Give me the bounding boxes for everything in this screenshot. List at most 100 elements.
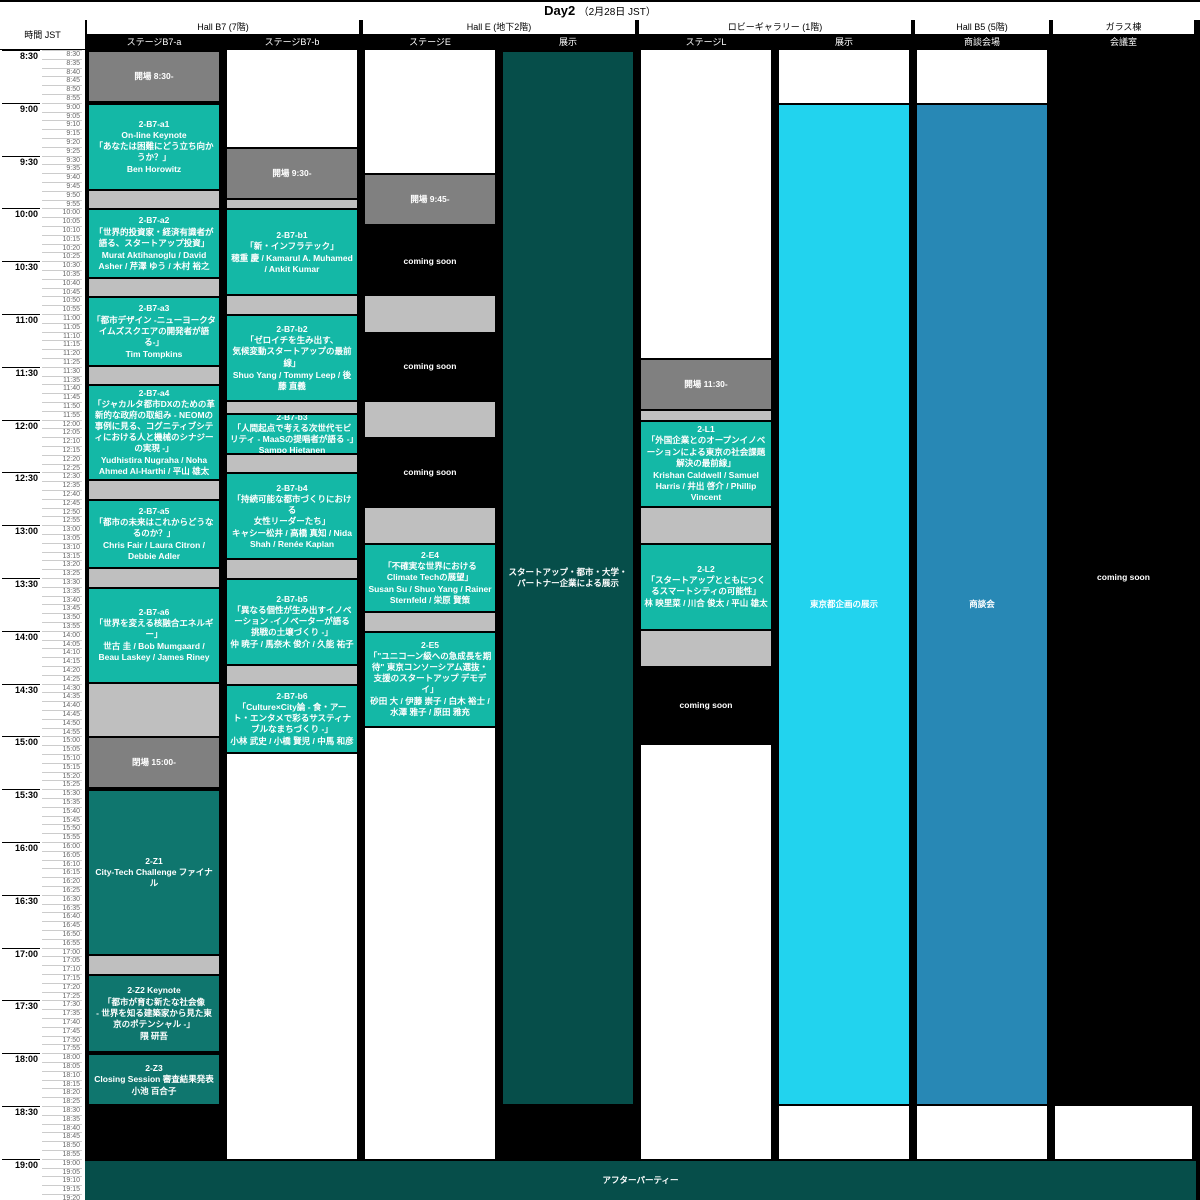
time-minor: 10:00 [42, 208, 82, 217]
time-minor: 9:25 [42, 147, 82, 156]
column-b7b: 開場 9:30- 2-B7-b1「新・インフラテック」穂重 慶 / Kamarul… [227, 50, 357, 1196]
session-block[interactable]: 2-Z3Closing Session 審査結果発表小池 百合子 [89, 1053, 219, 1106]
session-block[interactable]: スタートアップ・都市・大学・パートナー企業による展示 [503, 50, 633, 1106]
gap [641, 508, 771, 543]
session-block[interactable]: 2-B7-b2「ゼロイチを生み出す、気候変動スタートアップの最前線」Shuo Y… [227, 314, 357, 402]
time-minor: 17:30 [42, 1000, 82, 1009]
session-block[interactable]: 2-B7-b1「新・インフラテック」穂重 慶 / Kamarul A. Muha… [227, 208, 357, 296]
session-block[interactable]: 2-B7-a4「ジャカルタ都市DXのための革新的な政府の取組み - NEOMの事… [89, 384, 219, 481]
session-speakers: 世古 圭 / Bob Mumgaard / Beau Laskey / Jame… [92, 641, 216, 663]
session-block[interactable]: 2-B7-b3「人間起点で考える次世代モビリティ - MaaSの提唱者が語る -… [227, 413, 357, 455]
session-block[interactable]: 2-B7-b4「持続可能な都市づくりにおける女性リーダーたち」キャシー松井 / … [227, 472, 357, 560]
session-block[interactable]: 開場 9:45- [365, 173, 495, 226]
time-minor: 14:35 [42, 692, 82, 701]
session-block[interactable]: 2-E5「"ユニコーン級への急成長を期待" 東京コンソーシアム選抜・支援のスター… [365, 631, 495, 728]
session-code: 2-L2 [644, 564, 768, 575]
session-block[interactable]: 商談会 [917, 103, 1047, 1106]
time-minor: 14:50 [42, 719, 82, 728]
session-block[interactable]: coming soon [641, 666, 771, 745]
session-code: 2-E5 [368, 640, 492, 651]
column-b7a: 開場 8:30-2-B7-a1On-line Keynote「あなたは困難にどう… [89, 50, 219, 1196]
time-minor: 16:15 [42, 868, 82, 877]
time-minor: 18:35 [42, 1115, 82, 1124]
column-b5: 商談会 [917, 50, 1047, 1196]
session-block[interactable]: 閉場 15:00- [89, 736, 219, 789]
session-title: 「世界的投資家・経済有識者が語る、スタートアップ投資」 [92, 227, 216, 249]
time-minor: 11:00 [42, 314, 82, 323]
time-minor: 15:20 [42, 772, 82, 781]
session-title: 「"ユニコーン級への急成長を期待" 東京コンソーシアム選抜・支援のスタートアップ… [368, 651, 492, 695]
gap [365, 508, 495, 543]
session-speakers: 隈 研吾 [92, 1031, 216, 1042]
time-minor: 14:20 [42, 666, 82, 675]
session-block[interactable]: 2-B7-a1On-line Keynote「あなたは困難にどう立ち向かうか？」… [89, 103, 219, 191]
session-block[interactable]: 2-L1「外国企業とのオープンイノベーションによる東京の社会課題解決の最前線」K… [641, 420, 771, 508]
time-minor: 16:45 [42, 921, 82, 930]
session-block[interactable]: 2-Z2 Keynote「都市が育む新たな社会像- 世界を知る建築家から見た東京… [89, 974, 219, 1053]
gap [89, 191, 219, 209]
time-minor: 16:00 [42, 842, 82, 851]
stage-header: ステージE [361, 34, 499, 50]
session-block[interactable]: 開場 8:30- [89, 50, 219, 103]
session-block[interactable]: 開場 11:30- [641, 358, 771, 411]
session-block[interactable]: 2-B7-b5「異なる個性が生み出すイノベーション -イノベーターが語る挑戦の土… [227, 578, 357, 666]
time-minor: 16:20 [42, 877, 82, 886]
time-minor: 15:55 [42, 833, 82, 842]
time-minor: 15:35 [42, 798, 82, 807]
stage-header: 展示 [499, 34, 637, 50]
time-minor: 18:20 [42, 1088, 82, 1097]
session-title: 「都市デザイン -ニューヨークタイムズスクエアの開発者が語る-」 [92, 315, 216, 348]
session-block[interactable]: 2-B7-a6「世界を変える核融合エネルギー」世古 圭 / Bob Mumgaa… [89, 587, 219, 684]
time-minor: 9:50 [42, 191, 82, 200]
column-sl: 開場 11:30- 2-L1「外国企業とのオープンイノベーションによる東京の社会課… [641, 50, 771, 1196]
time-minor: 17:25 [42, 992, 82, 1001]
session-title: 「新・インフラテック」 [230, 241, 354, 252]
session-block[interactable]: coming soon [1055, 50, 1192, 1106]
session-block[interactable]: 東京都企画の展示 [779, 103, 909, 1106]
time-minor: 15:00 [42, 736, 82, 745]
time-minor: 11:45 [42, 393, 82, 402]
time-minor: 9:30 [42, 156, 82, 165]
time-minor: 9:40 [42, 173, 82, 182]
empty-slot [779, 50, 909, 103]
time-minor: 16:40 [42, 912, 82, 921]
gap [89, 367, 219, 385]
empty-slot [1055, 1106, 1192, 1159]
afterparty-block[interactable]: アフターパーティー [85, 1159, 1196, 1200]
session-code: 2-B7-a6 [92, 607, 216, 618]
gap [365, 613, 495, 631]
time-minor: 11:05 [42, 323, 82, 332]
session-speakers: Shuo Yang / Tommy Leep / 後藤 直義 [230, 370, 354, 392]
time-minor: 10:20 [42, 244, 82, 253]
session-block[interactable]: 開場 9:30- [227, 147, 357, 200]
session-code: 2-Z2 Keynote [92, 985, 216, 996]
time-minor: 16:50 [42, 930, 82, 939]
time-minor: 14:45 [42, 710, 82, 719]
session-block[interactable]: 2-B7-a3「都市デザイン -ニューヨークタイムズスクエアの開発者が語る-」T… [89, 296, 219, 366]
time-minor: 18:00 [42, 1053, 82, 1062]
time-minor: 15:15 [42, 763, 82, 772]
session-block[interactable]: 2-E4「不確実な世界におけるClimate Techの展望」Susan Su … [365, 543, 495, 613]
gap [227, 296, 357, 314]
session-block[interactable]: coming soon [365, 226, 495, 296]
session-block[interactable]: 2-B7-b6「Culture×City論 - 食・アート・エンタメで彩るサステ… [227, 684, 357, 754]
time-major: 19:00 [2, 1159, 40, 1170]
session-block[interactable]: coming soon [365, 437, 495, 507]
time-minor: 15:05 [42, 745, 82, 754]
session-block[interactable]: 2-B7-a2「世界的投資家・経済有識者が語る、スタートアップ投資」Murat … [89, 208, 219, 278]
time-minor: 8:50 [42, 85, 82, 94]
session-code: 2-B7-b5 [230, 594, 354, 605]
time-minor: 13:10 [42, 543, 82, 552]
time-minor: 18:25 [42, 1097, 82, 1106]
session-block[interactable]: coming soon [365, 332, 495, 402]
time-minor: 11:15 [42, 340, 82, 349]
session-block[interactable]: 2-L2「スタートアップとともにつくるスマートシティの可能性」林 映里菜 / 川… [641, 543, 771, 631]
session-code: 2-E4 [368, 550, 492, 561]
time-major: 12:00 [2, 420, 40, 431]
session-block[interactable]: 2-B7-a5「都市の未来はこれからどうなるのか？」Chris Fair / L… [89, 499, 219, 569]
time-minor: 10:40 [42, 279, 82, 288]
session-block[interactable]: 2-Z1City-Tech Challenge ファイナル [89, 789, 219, 956]
hall-header: ロビーギャラリー (1階) [637, 20, 913, 34]
time-minor: 18:45 [42, 1132, 82, 1141]
session-title: 「外国企業とのオープンイノベーションによる東京の社会課題解決の最前線」 [644, 435, 768, 468]
